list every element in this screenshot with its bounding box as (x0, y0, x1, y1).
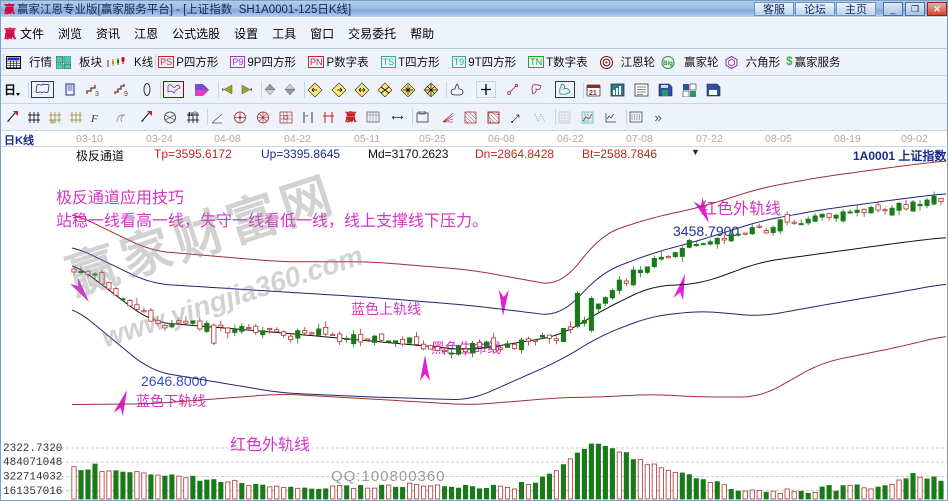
svg-text:n: n (189, 112, 192, 118)
svg-text:Big: Big (663, 61, 673, 67)
svg-text:日: 日 (4, 83, 16, 97)
svg-text:161357016: 161357016 (3, 486, 62, 498)
svg-text:3: 3 (95, 91, 99, 96)
svg-text:": " (305, 115, 308, 122)
svg-text:322714032: 322714032 (3, 472, 62, 484)
svg-text:21: 21 (589, 90, 597, 97)
svg-text:484071048: 484071048 (3, 457, 62, 469)
svg-text:9: 9 (124, 91, 128, 96)
svg-text:F: F (91, 113, 98, 124)
svg-text:金: 金 (50, 119, 55, 124)
svg-text:2: 2 (194, 111, 197, 115)
svg-text:2322.7320: 2322.7320 (3, 443, 62, 455)
